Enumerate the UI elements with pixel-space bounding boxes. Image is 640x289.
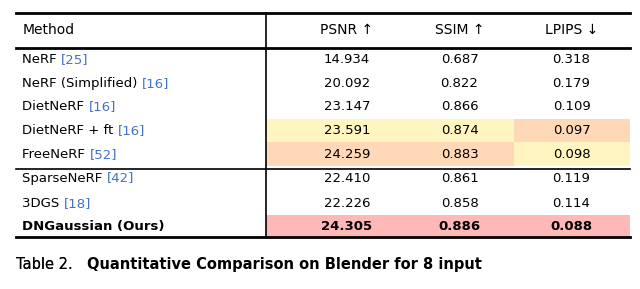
Text: Table 2.: Table 2. <box>16 257 86 273</box>
Text: 24.259: 24.259 <box>324 148 370 161</box>
Text: 0.114: 0.114 <box>552 197 591 210</box>
Text: [16]: [16] <box>142 77 170 90</box>
Bar <box>401 142 514 166</box>
Bar <box>514 142 630 166</box>
Text: 0.866: 0.866 <box>441 101 478 113</box>
Text: [18]: [18] <box>64 197 92 210</box>
Text: NeRF (Simplified): NeRF (Simplified) <box>22 77 142 90</box>
Text: 0.687: 0.687 <box>441 53 478 66</box>
Text: [52]: [52] <box>90 148 117 161</box>
Text: 20.092: 20.092 <box>324 77 370 90</box>
Bar <box>514 119 630 142</box>
Text: Method: Method <box>22 23 74 37</box>
Text: DietNeRF: DietNeRF <box>22 101 89 113</box>
Text: 0.097: 0.097 <box>553 124 590 137</box>
Text: 3DGS: 3DGS <box>22 197 64 210</box>
Text: 0.098: 0.098 <box>553 148 590 161</box>
Text: 23.591: 23.591 <box>324 124 370 137</box>
Text: 0.874: 0.874 <box>441 124 478 137</box>
Bar <box>266 215 401 239</box>
Text: 0.883: 0.883 <box>441 148 478 161</box>
Text: 0.858: 0.858 <box>441 197 478 210</box>
Text: 0.886: 0.886 <box>438 221 481 233</box>
Text: 24.305: 24.305 <box>321 221 372 233</box>
Text: Table 2.: Table 2. <box>0 288 1 289</box>
Text: [16]: [16] <box>118 124 145 137</box>
Bar <box>401 215 514 239</box>
Text: 0.119: 0.119 <box>552 172 591 184</box>
Text: 0.822: 0.822 <box>440 77 479 90</box>
Text: 0.861: 0.861 <box>441 172 478 184</box>
Text: 0.318: 0.318 <box>552 53 591 66</box>
Text: Quantitative Comparison on Blender for 8 input: Quantitative Comparison on Blender for 8… <box>86 257 481 273</box>
Text: 14.934: 14.934 <box>324 53 370 66</box>
Text: 0.109: 0.109 <box>553 101 590 113</box>
Text: SparseNeRF: SparseNeRF <box>22 172 107 184</box>
Text: 22.226: 22.226 <box>324 197 370 210</box>
Text: [42]: [42] <box>107 172 134 184</box>
Text: LPIPS ↓: LPIPS ↓ <box>545 23 598 37</box>
Text: [16]: [16] <box>89 101 116 113</box>
Bar <box>266 119 401 142</box>
Text: [25]: [25] <box>61 53 89 66</box>
Text: DNGaussian (Ours): DNGaussian (Ours) <box>22 221 165 233</box>
Text: 23.147: 23.147 <box>324 101 370 113</box>
Text: 0.179: 0.179 <box>552 77 591 90</box>
Text: Table 2.: Table 2. <box>16 257 86 273</box>
Bar <box>514 215 630 239</box>
Text: 22.410: 22.410 <box>324 172 370 184</box>
Text: PSNR ↑: PSNR ↑ <box>320 23 374 37</box>
Bar <box>266 142 401 166</box>
Bar <box>401 119 514 142</box>
Text: NeRF: NeRF <box>22 53 61 66</box>
Text: 0.088: 0.088 <box>550 221 593 233</box>
Text: SSIM ↑: SSIM ↑ <box>435 23 484 37</box>
Text: DietNeRF + ft: DietNeRF + ft <box>22 124 118 137</box>
Text: FreeNeRF: FreeNeRF <box>22 148 90 161</box>
